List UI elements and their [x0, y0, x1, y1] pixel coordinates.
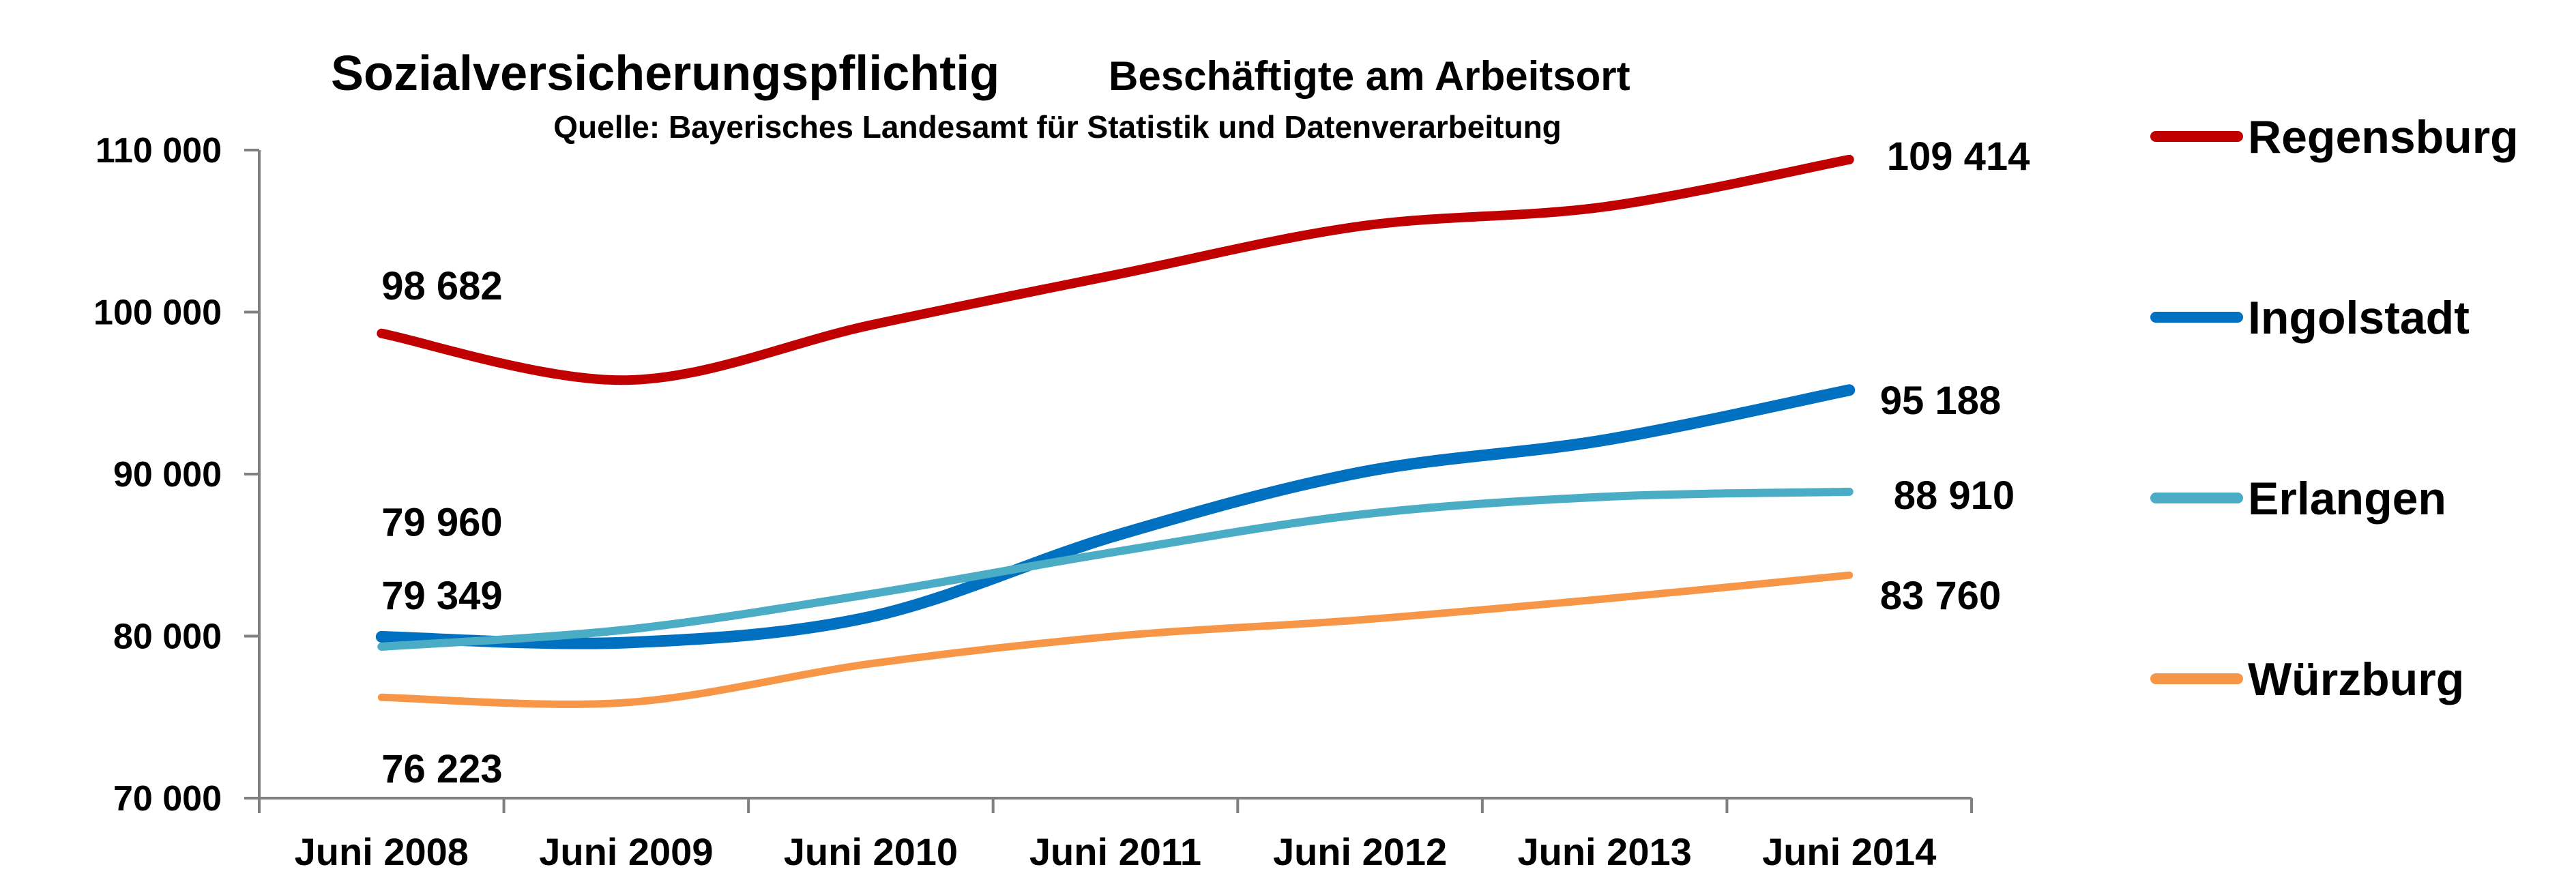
y-axis-ticks: 70 000 80 000 90 000 100 000 110 000 [93, 131, 259, 819]
legend-label-regensburg: Regensburg [2248, 111, 2519, 163]
series-line-erlangen [377, 487, 1854, 651]
y-tick-label: 100 000 [93, 293, 222, 333]
data-labels: 98 682 109 414 79 960 95 188 79 349 88 910 76 … [381, 134, 2030, 791]
series-lines [375, 154, 1856, 708]
x-axis-ticks: Juni 2008 Juni 2009 Juni 2010 Juni 2011 Juni… [258, 798, 1973, 873]
series-line-regensburg [377, 154, 1854, 385]
x-tick-label: Juni 2009 [539, 830, 713, 873]
data-label-regensburg: 109 414 [1887, 134, 2030, 179]
x-tick-label: Juni 2008 [295, 830, 469, 873]
data-label-erlangen: 88 910 [1894, 473, 2015, 518]
x-tick-label: Juni 2011 [1029, 830, 1201, 873]
x-tick-label: Juni 2012 [1273, 830, 1447, 873]
data-label-w-rzburg: 76 223 [381, 747, 502, 791]
data-label-ingolstadt: 95 188 [1880, 379, 2001, 423]
x-tick-label: Juni 2013 [1518, 830, 1692, 873]
x-tick-label: Juni 2010 [784, 830, 958, 873]
y-tick-label: 70 000 [113, 779, 222, 819]
data-label-ingolstadt: 79 960 [381, 500, 502, 544]
data-label-regensburg: 98 682 [381, 264, 502, 308]
y-tick-label: 90 000 [113, 455, 222, 495]
legend-label-erlangen: Erlangen [2248, 473, 2446, 525]
chart-source: Quelle: Bayerisches Landesamt für Statis… [553, 109, 1562, 145]
y-tick-label: 110 000 [96, 131, 222, 171]
data-label-w-rzburg: 83 760 [1880, 574, 2001, 618]
chart-subtitle: Beschäftigte am Arbeitsort [1109, 53, 1630, 99]
legend-label-w-rzburg: Würzburg [2248, 654, 2464, 705]
legend: Regensburg Ingolstadt Erlangen Würzburg [2150, 111, 2519, 705]
series-line-w-rzburg [377, 571, 1854, 708]
y-tick-label: 80 000 [113, 617, 222, 657]
x-tick-label: Juni 2014 [1762, 830, 1936, 873]
legend-label-ingolstadt: Ingolstadt [2248, 292, 2470, 344]
series-line-ingolstadt [375, 384, 1856, 649]
chart-title: Sozialversicherungspflichtig [331, 46, 999, 101]
data-label-erlangen: 79 349 [381, 574, 502, 618]
